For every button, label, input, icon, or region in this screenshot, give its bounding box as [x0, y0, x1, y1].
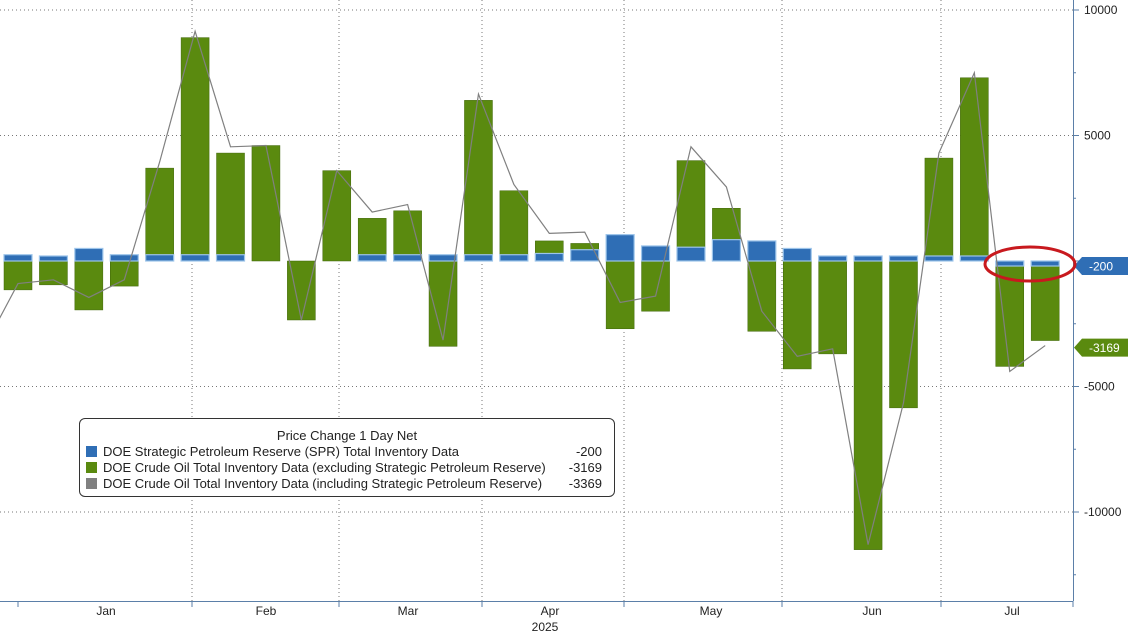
y-tick-label: -5000 [1084, 380, 1115, 394]
bar-spr [534, 252, 564, 262]
bar-crude-ex-spr [393, 210, 422, 262]
bar-spr [605, 234, 635, 262]
bar-crude-ex-spr [605, 260, 635, 330]
x-tick-label: Jan [96, 604, 115, 618]
bar-crude-ex-spr [251, 145, 281, 262]
x-tick-label: Mar [398, 604, 419, 618]
bar-spr [428, 254, 458, 262]
legend-label-crude-incl-spr: DOE Crude Oil Total Inventory Data (incl… [103, 476, 543, 491]
bar-crude-ex-spr [782, 260, 812, 370]
x-tick-label: May [700, 604, 723, 618]
legend-title: Price Change 1 Day Net [276, 428, 418, 443]
legend-swatch-crude-incl-spr [86, 478, 97, 489]
bar-crude-ex-spr [1030, 260, 1060, 341]
bar-spr [109, 254, 139, 262]
bar-spr [74, 247, 104, 262]
bar-spr [1030, 260, 1060, 267]
legend-swatch-spr [86, 446, 97, 457]
legend-item-crude-incl-spr: DOE Crude Oil Total Inventory Data (incl… [86, 476, 614, 492]
total-line [0, 29, 1046, 545]
bar-spr [995, 260, 1025, 267]
line-crude-incl-spr [0, 29, 1046, 545]
bar-crude-ex-spr [322, 170, 352, 262]
bar-spr [145, 254, 175, 262]
bar-spr [924, 255, 954, 262]
last-value-crude-tag [1074, 338, 1128, 357]
bar-spr [3, 254, 33, 262]
bar-crude-ex-spr [641, 260, 670, 312]
bar-crude-ex-spr [924, 157, 954, 262]
bar-spr [676, 246, 706, 262]
last-value-crude-tag-label: -3169 [1089, 341, 1120, 355]
legend: Price Change 1 Day Net DOE Strategic Pet… [79, 418, 615, 497]
bar-spr [959, 255, 989, 262]
x-tick-label: Feb [256, 604, 277, 618]
bar-spr [499, 254, 529, 262]
legend-swatch-crude-ex-spr [86, 462, 97, 473]
bar-crude-ex-spr [180, 37, 210, 262]
bar-spr [747, 240, 777, 262]
bar-spr [463, 254, 494, 262]
bar-spr [570, 249, 600, 262]
bar-crude-ex-spr [145, 167, 174, 262]
y-tick-label: 10000 [1084, 3, 1118, 17]
bar-crude-ex-spr [74, 260, 104, 311]
bar-crude-ex-spr [499, 190, 529, 262]
legend-label-crude-ex-spr: DOE Crude Oil Total Inventory Data (excl… [103, 460, 546, 475]
bar-spr [393, 254, 423, 262]
last-value-spr-tag [1074, 257, 1128, 276]
bar-crude-ex-spr [357, 218, 387, 262]
bar-spr [711, 239, 742, 262]
legend-value-crude-incl-spr: -3369 [568, 476, 602, 491]
bar-crude-ex-spr [853, 260, 883, 550]
bar-spr [357, 254, 387, 262]
last-value-spr-tag-label: -200 [1089, 260, 1113, 274]
legend-value-crude-ex-spr: -3169 [568, 460, 602, 475]
bar-spr [180, 254, 210, 262]
highlight-ellipse [983, 245, 1077, 283]
bar-crude-ex-spr [216, 152, 245, 262]
x-tick-label: Jul [1004, 604, 1019, 618]
bar-crude-ex-spr [818, 260, 847, 355]
x-tick-label: Jun [862, 604, 881, 618]
bar-spr [853, 255, 883, 262]
bar-spr [888, 255, 919, 262]
bars [3, 37, 1060, 550]
x-tick-label: Apr [541, 604, 560, 618]
legend-label-spr: DOE Strategic Petroleum Reserve (SPR) To… [103, 444, 459, 459]
bar-crude-ex-spr [676, 160, 706, 262]
legend-item-crude-ex-spr: DOE Crude Oil Total Inventory Data (excl… [86, 460, 614, 476]
bar-spr [215, 254, 246, 262]
bar-spr [640, 245, 671, 262]
bar-crude-ex-spr [747, 260, 777, 332]
grid [0, 0, 1073, 601]
bar-spr [818, 255, 848, 262]
bar-crude-ex-spr [3, 260, 33, 291]
y-tick-label: -10000 [1084, 505, 1122, 519]
bar-crude-ex-spr [464, 100, 493, 262]
legend-value-spr: -200 [575, 444, 602, 459]
bar-spr [782, 247, 812, 262]
legend-item-spr: DOE Strategic Petroleum Reserve (SPR) To… [86, 444, 614, 460]
x-axis-year: 2025 [532, 620, 559, 634]
bar-crude-ex-spr [960, 77, 989, 262]
bar-spr [38, 255, 69, 262]
y-tick-label: 5000 [1084, 129, 1111, 143]
bar-crude-ex-spr [287, 260, 316, 321]
annotations: -200 -3169 [983, 245, 1128, 357]
bar-crude-ex-spr [110, 260, 139, 287]
